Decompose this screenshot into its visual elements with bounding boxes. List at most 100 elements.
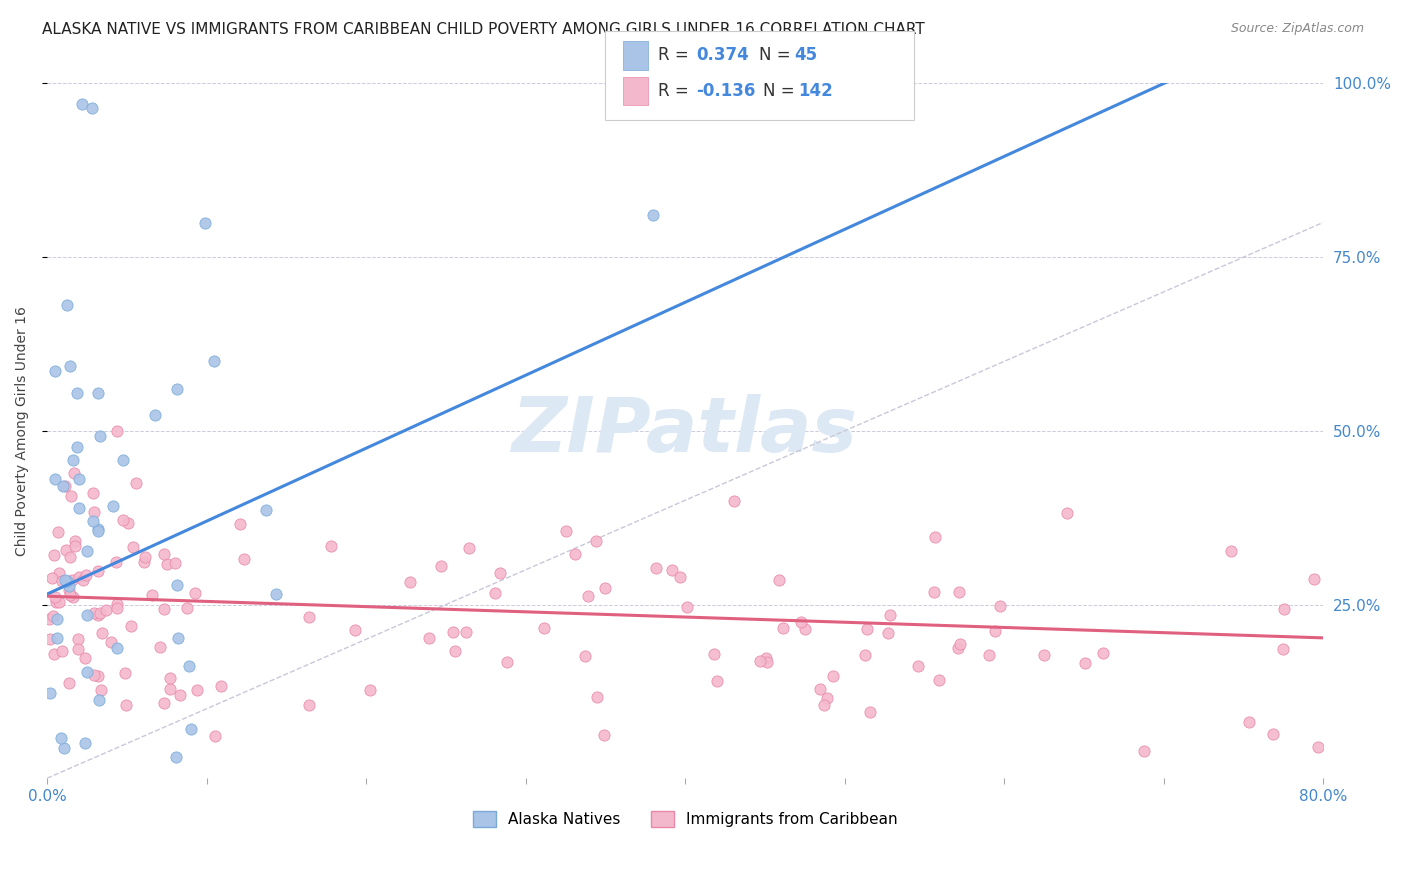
Point [120, 619, 142, 633]
Point [44, 590, 66, 604]
Point [41, 571, 63, 585]
Point [165, 556, 187, 570]
Point [105, 641, 128, 656]
Point [72, 573, 94, 587]
Point [45, 595, 67, 609]
Point [669, 570, 692, 584]
Point [46, 611, 69, 625]
Text: -0.136: -0.136 [696, 82, 755, 100]
Point [661, 563, 683, 577]
Point [59, 588, 82, 602]
Point [83, 668, 105, 682]
Point [1272, 641, 1295, 656]
Point [593, 728, 616, 742]
Legend: Alaska Natives, Immigrants from Caribbean: Alaska Natives, Immigrants from Caribbea… [467, 805, 904, 833]
Point [815, 690, 838, 705]
Point [1306, 740, 1329, 755]
Point [89, 693, 111, 707]
Point [859, 705, 882, 719]
Point [105, 601, 128, 615]
Point [441, 624, 464, 639]
Point [877, 625, 900, 640]
Point [67, 471, 90, 485]
Point [533, 621, 555, 635]
Point [922, 585, 945, 599]
Point [644, 561, 666, 575]
Point [443, 644, 465, 658]
Point [122, 540, 145, 554]
Point [984, 624, 1007, 638]
Text: Source: ZipAtlas.com: Source: ZipAtlas.com [1230, 22, 1364, 36]
Point [398, 575, 420, 590]
Point [56, 298, 79, 312]
Point [67, 570, 90, 584]
Point [75, 567, 97, 582]
Point [1056, 506, 1078, 520]
Point [180, 722, 202, 736]
Point [229, 517, 252, 532]
Point [496, 656, 519, 670]
Point [1303, 572, 1326, 586]
Point [52, 479, 75, 493]
Point [298, 698, 321, 712]
Point [58, 578, 80, 592]
Point [585, 533, 607, 548]
Point [134, 549, 156, 564]
Point [209, 679, 232, 693]
Point [60, 573, 83, 587]
Point [53, 573, 76, 587]
Point [979, 648, 1001, 662]
Point [578, 589, 600, 603]
Point [574, 649, 596, 664]
Point [179, 659, 201, 673]
Text: 45: 45 [794, 46, 817, 64]
Point [73, 736, 96, 750]
Point [768, 574, 790, 588]
Point [86, 564, 108, 578]
Point [152, 602, 174, 616]
Point [1091, 646, 1114, 660]
Point [117, 516, 139, 530]
Point [38, 686, 60, 700]
Point [202, 353, 225, 368]
Point [48, 566, 70, 581]
Point [755, 655, 778, 669]
Point [44, 472, 66, 486]
Point [55, 542, 77, 557]
Point [82, 515, 104, 529]
Point [298, 610, 321, 624]
Point [928, 673, 950, 688]
Point [51, 644, 73, 658]
Point [159, 681, 181, 696]
Point [194, 216, 217, 230]
Point [62, 452, 84, 467]
Point [56, 574, 79, 588]
Point [80, 101, 103, 115]
Point [593, 581, 616, 595]
Point [38, 612, 60, 626]
Point [948, 585, 970, 599]
Point [67, 500, 90, 515]
Point [63, 534, 86, 549]
Point [83, 606, 105, 620]
Point [1074, 656, 1097, 670]
Point [166, 382, 188, 396]
Point [488, 566, 510, 580]
Point [100, 635, 122, 649]
Point [87, 524, 110, 539]
Point [58, 582, 80, 597]
Point [141, 588, 163, 602]
Point [418, 631, 440, 645]
Point [66, 642, 89, 657]
Point [87, 669, 110, 683]
Point [233, 552, 256, 566]
Point [156, 557, 179, 571]
Point [790, 615, 813, 629]
Point [169, 689, 191, 703]
Point [90, 682, 112, 697]
Point [105, 424, 128, 438]
Point [101, 499, 124, 513]
Point [879, 607, 901, 622]
Point [82, 486, 104, 500]
Point [643, 209, 665, 223]
